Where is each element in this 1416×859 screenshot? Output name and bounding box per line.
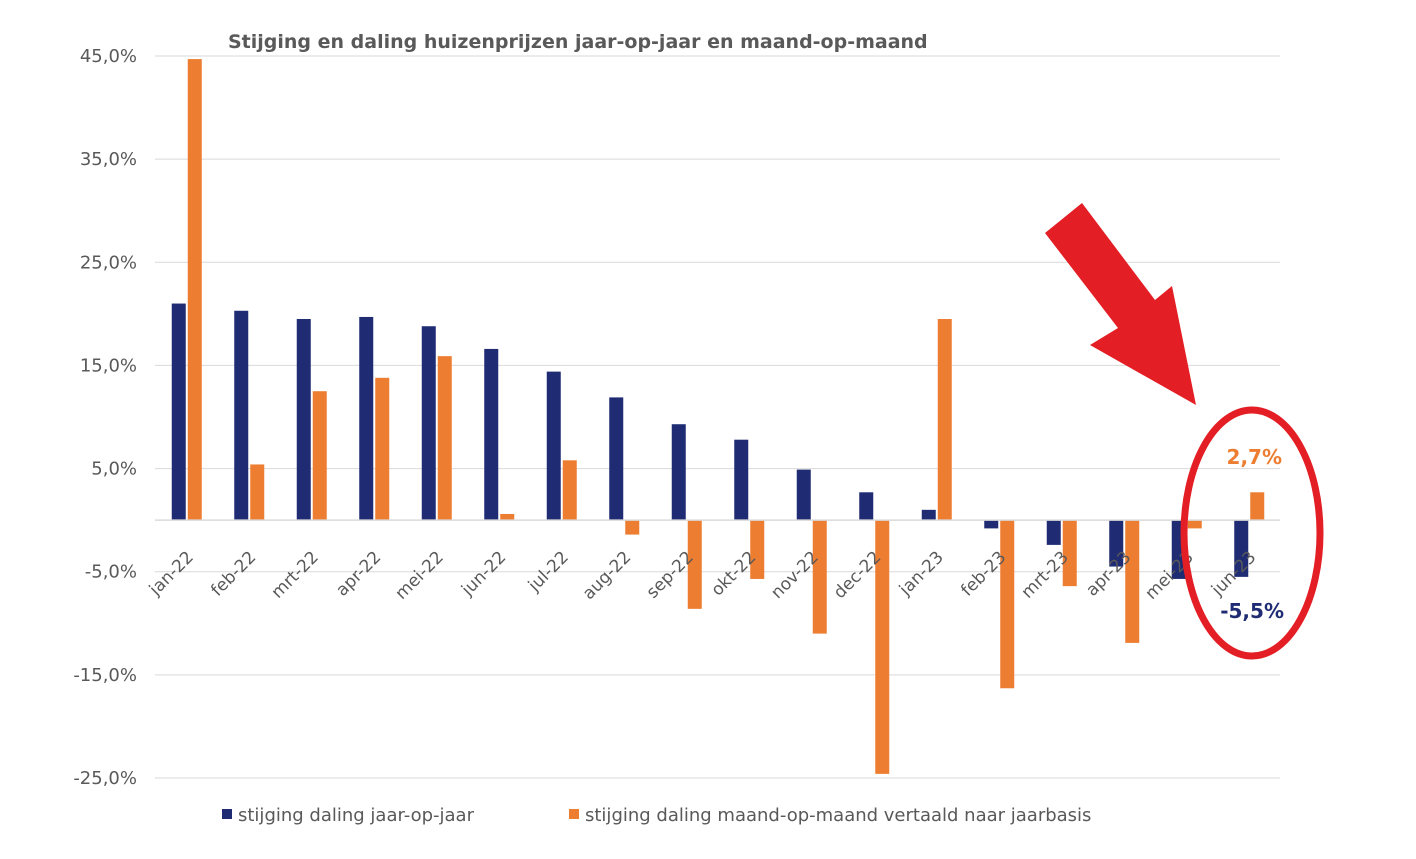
y-tick-label: 45,0%: [80, 46, 137, 67]
bar-mom-apr-22: [375, 377, 390, 521]
y-tick-label: 15,0%: [80, 355, 137, 376]
x-tick-label: jun-23: [1207, 548, 1260, 601]
y-tick-label: -5,0%: [85, 562, 137, 583]
bar-mom-aug-22: [625, 520, 640, 535]
bar-yoy-nov-22: [796, 469, 811, 521]
x-tick-label: mrt-22: [268, 548, 323, 603]
chart-title: Stijging en daling huizenprijzen jaar-op…: [228, 31, 928, 53]
bar-mom-mei-22: [437, 356, 452, 521]
bar-yoy-mrt-22: [296, 319, 311, 521]
bar-mom-jan-23: [937, 319, 952, 521]
highlight-ellipse: [1180, 406, 1324, 660]
bar-yoy-jan-22: [171, 303, 186, 521]
bar-yoy-feb-23: [984, 520, 999, 529]
bar-mom-apr-23: [1125, 520, 1140, 643]
bar-yoy-aug-22: [609, 397, 624, 521]
bar-yoy-sep-22: [671, 424, 686, 521]
y-axis-ticks: -25,0% -15,0% -5,0% 5,0% 15,0% 25,0% 35,0% 45,0…: [73, 46, 137, 789]
bar-mom-jun-22: [500, 513, 515, 521]
bar-mom-feb-23: [1000, 520, 1015, 689]
legend-label-mom: stijging daling maand-op-maand vertaald …: [585, 805, 1091, 826]
x-tick-label: apr-22: [332, 548, 385, 601]
bar-yoy-jun-22: [484, 348, 499, 521]
bar-mom-okt-22: [750, 520, 765, 579]
legend-swatch-yoy: [222, 809, 232, 819]
gridlines: [155, 55, 1280, 779]
x-tick-label: jan-23: [895, 548, 948, 601]
y-tick-label: 35,0%: [80, 149, 137, 170]
bar-mom-dec-22: [875, 520, 890, 774]
bar-mom-jan-22: [187, 59, 202, 521]
bars: [171, 59, 1265, 774]
bar-yoy-jun-23: [1234, 520, 1249, 577]
y-tick-label: 5,0%: [91, 459, 137, 480]
callout-orange-value: 2,7%: [1227, 445, 1282, 469]
callout-blue-value: -5,5%: [1220, 599, 1284, 623]
bar-yoy-dec-22: [859, 492, 874, 521]
x-tick-label: aug-22: [579, 548, 635, 604]
x-tick-label: jun-22: [457, 548, 510, 601]
bar-mom-jul-22: [562, 460, 577, 521]
bar-mom-nov-22: [812, 520, 827, 634]
bar-mom-jun-23: [1250, 492, 1265, 521]
x-axis-ticks: jan-22 feb-22 mrt-22 apr-22 mei-22 jun-22 jul-…: [145, 548, 1260, 604]
x-tick-label: mei-22: [392, 548, 448, 604]
red-arrow-icon: [1045, 203, 1196, 405]
legend-swatch-mom: [569, 809, 579, 819]
bar-yoy-feb-22: [234, 310, 249, 521]
x-tick-label: jan-22: [145, 548, 198, 601]
x-tick-label: feb-22: [207, 548, 260, 601]
legend-label-yoy: stijging daling jaar-op-jaar: [238, 805, 475, 826]
bar-mom-mei-23: [1187, 520, 1202, 529]
y-tick-label: 25,0%: [80, 252, 137, 273]
bar-mom-mrt-22: [312, 391, 327, 521]
bar-mom-feb-22: [250, 464, 265, 521]
y-tick-label: -15,0%: [73, 665, 137, 686]
bar-mom-mrt-23: [1062, 520, 1077, 587]
bar-yoy-jul-22: [546, 371, 561, 521]
bar-yoy-mrt-23: [1046, 520, 1061, 545]
bar-yoy-apr-22: [359, 316, 374, 521]
bar-yoy-jan-23: [921, 509, 936, 521]
bar-yoy-apr-23: [1109, 520, 1124, 567]
bar-mom-sep-22: [687, 520, 702, 609]
y-tick-label: -25,0%: [73, 768, 137, 789]
bar-yoy-mei-22: [421, 326, 436, 521]
bar-yoy-okt-22: [734, 439, 749, 521]
